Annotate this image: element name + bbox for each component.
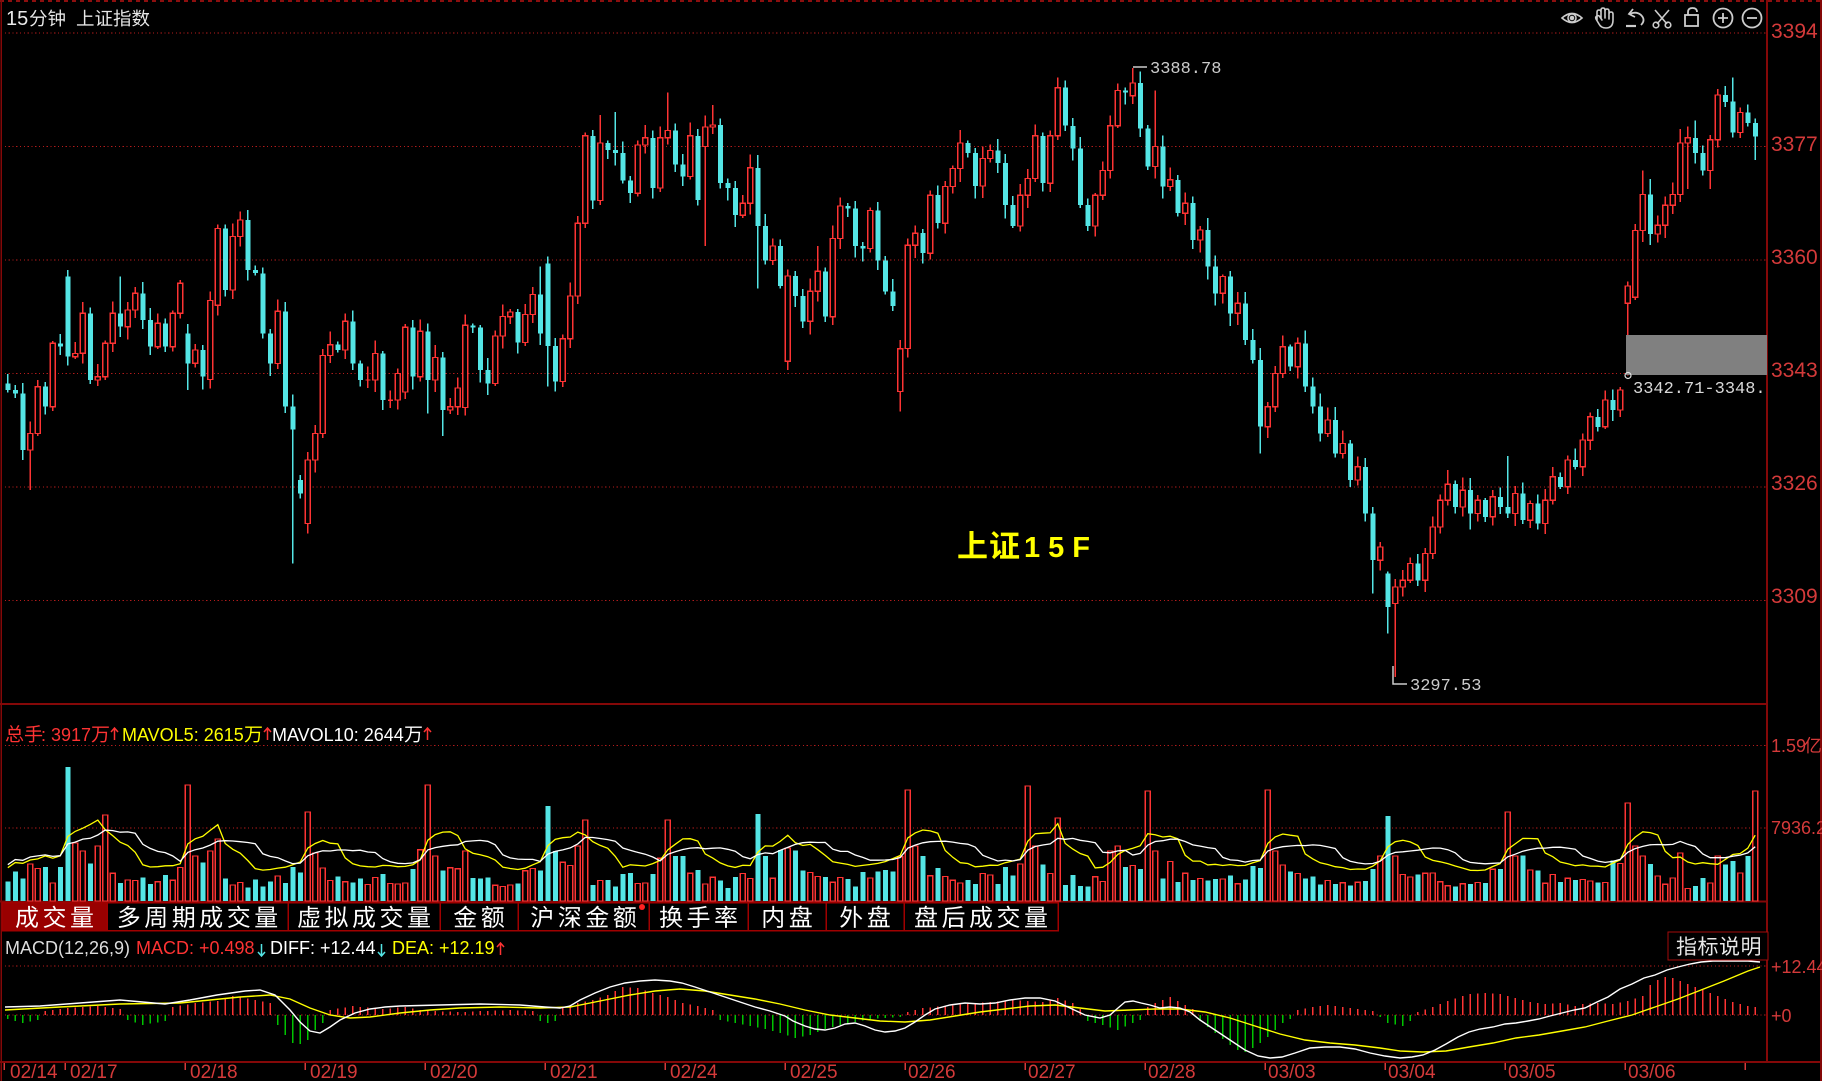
svg-text:3343: 3343 [1771,359,1818,382]
svg-text:15: 15 [6,8,28,30]
svg-text:3388.78: 3388.78 [1150,60,1221,79]
svg-text:3326: 3326 [1771,472,1818,495]
svg-text:3342.71-3348.: 3342.71-3348. [1633,380,1766,399]
svg-text:MAVOL10: 2644: MAVOL10: 2644 [272,725,404,745]
svg-text:3360: 3360 [1771,246,1818,269]
svg-text:7936.2: 7936.2 [1771,818,1822,838]
svg-text:02/27: 02/27 [1028,1062,1076,1081]
svg-text:3297.53: 3297.53 [1410,677,1481,696]
svg-text:+0: +0 [1771,1006,1792,1026]
svg-text:02/24: 02/24 [670,1062,718,1081]
svg-text:02/26: 02/26 [908,1062,956,1081]
svg-text:02/28: 02/28 [1148,1062,1196,1081]
svg-text:MACD: +0.498: MACD: +0.498 [136,938,255,958]
svg-text:02/25: 02/25 [790,1062,838,1081]
svg-text:DEA: +12.19: DEA: +12.19 [392,938,495,958]
svg-text:03/03: 03/03 [1268,1062,1316,1081]
svg-text:1.59: 1.59 [1771,736,1806,756]
svg-text:02/14: 02/14 [10,1062,58,1081]
svg-text:DIFF: +12.44: DIFF: +12.44 [270,938,376,958]
svg-text:02/19: 02/19 [310,1062,358,1081]
svg-text:03/05: 03/05 [1508,1062,1556,1081]
svg-text:03/06: 03/06 [1628,1062,1676,1081]
svg-text:+12.44: +12.44 [1771,957,1822,977]
svg-text:03/04: 03/04 [1388,1062,1436,1081]
svg-text:02/20: 02/20 [430,1062,478,1081]
svg-text:3309: 3309 [1771,585,1818,608]
svg-text:3377: 3377 [1771,133,1818,156]
svg-text:: 3917: : 3917 [41,725,91,745]
svg-text:02/17: 02/17 [70,1062,118,1081]
svg-text:02/21: 02/21 [550,1062,598,1081]
svg-text:MACD(12,26,9): MACD(12,26,9) [5,938,130,958]
svg-text:02/18: 02/18 [190,1062,238,1081]
svg-text:MAVOL5: 2615: MAVOL5: 2615 [122,725,244,745]
svg-text:15F: 15F [1024,532,1098,564]
svg-text:3394: 3394 [1771,20,1818,43]
